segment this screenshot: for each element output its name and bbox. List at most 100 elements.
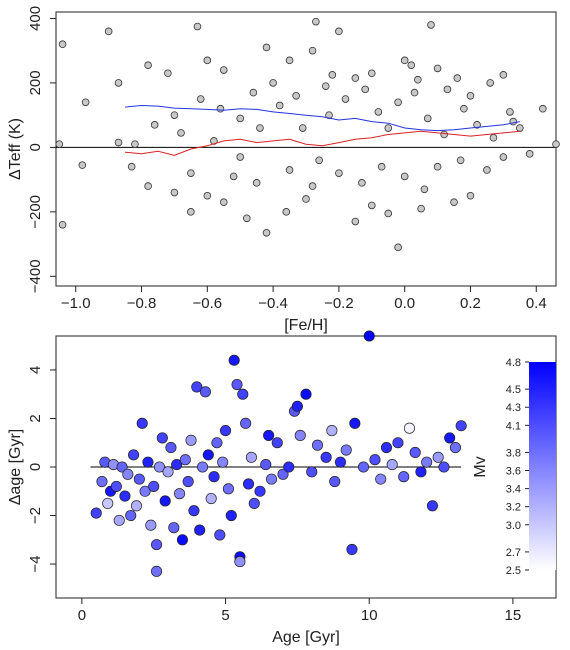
data-point xyxy=(81,98,90,107)
data-point xyxy=(516,124,524,132)
data-point xyxy=(262,43,271,52)
data-point xyxy=(177,129,185,137)
data-point xyxy=(187,208,195,216)
data-point xyxy=(499,153,508,161)
data-point xyxy=(427,21,435,29)
data-point xyxy=(162,466,174,478)
x-tick-label: −0.6 xyxy=(193,295,223,312)
data-point xyxy=(256,124,264,132)
data-point xyxy=(142,456,154,468)
data-point xyxy=(415,466,427,478)
data-point xyxy=(242,478,255,490)
data-point xyxy=(432,451,444,463)
x-tick-label: 0.4 xyxy=(526,295,547,312)
y-tick-label: 200 xyxy=(27,70,44,95)
data-point xyxy=(369,454,381,466)
y-tick-label: 0 xyxy=(27,143,44,151)
data-point xyxy=(133,473,145,485)
data-point xyxy=(335,27,343,36)
data-point xyxy=(188,505,200,517)
data-point xyxy=(486,79,495,87)
data-point xyxy=(326,425,338,437)
data-point xyxy=(414,75,422,84)
data-point xyxy=(453,74,462,82)
colorbar-tick-label: 4.1 xyxy=(506,420,521,432)
data-point xyxy=(151,539,163,551)
data-point xyxy=(282,208,291,216)
data-point xyxy=(197,461,209,473)
data-point xyxy=(426,500,438,512)
data-point xyxy=(407,61,416,69)
data-point xyxy=(174,488,186,500)
data-point xyxy=(509,117,518,126)
data-point xyxy=(386,459,398,471)
data-point xyxy=(349,417,361,429)
data-point xyxy=(159,495,171,507)
data-point xyxy=(114,79,123,87)
data-point xyxy=(231,378,243,391)
data-point xyxy=(225,509,237,522)
data-point xyxy=(315,156,323,165)
x-tick-label: 5 xyxy=(221,607,229,624)
data-point xyxy=(236,114,245,123)
data-point xyxy=(340,444,352,456)
data-point xyxy=(466,191,475,200)
data-point xyxy=(128,449,140,461)
data-point xyxy=(400,172,409,181)
data-point xyxy=(380,442,393,454)
data-point xyxy=(153,461,165,473)
data-point xyxy=(102,497,114,509)
data-point xyxy=(113,514,125,526)
data-point xyxy=(328,71,337,79)
data-point xyxy=(423,114,432,123)
data-point xyxy=(182,476,194,488)
data-point xyxy=(78,161,87,169)
data-point xyxy=(456,156,465,165)
data-point xyxy=(335,169,343,177)
x-tick-label: −0.4 xyxy=(258,295,288,312)
data-point xyxy=(262,229,271,237)
x-tick-label: 0.2 xyxy=(460,295,481,312)
data-point xyxy=(168,522,180,534)
data-point xyxy=(263,429,275,442)
colorbar-tick-label: 4.8 xyxy=(506,357,521,369)
x-tick-label: 10 xyxy=(361,607,378,624)
data-point xyxy=(308,46,317,55)
data-point xyxy=(219,66,228,74)
data-point xyxy=(283,461,295,473)
x-axis-title: [Fe/H] xyxy=(284,317,328,334)
data-point xyxy=(409,446,421,458)
data-point xyxy=(410,88,419,97)
y-tick-label: 4 xyxy=(27,366,44,374)
data-point xyxy=(170,111,179,119)
blue-trend-line xyxy=(125,104,520,132)
data-point xyxy=(144,182,152,190)
data-point xyxy=(151,565,163,577)
data-point xyxy=(228,354,240,366)
data-point xyxy=(219,198,228,206)
data-point xyxy=(187,169,195,177)
data-point xyxy=(58,40,67,49)
data-point xyxy=(329,476,341,488)
data-point xyxy=(394,98,402,107)
data-point xyxy=(196,95,205,103)
y-tick-label: 2 xyxy=(27,414,44,422)
data-point xyxy=(455,420,467,432)
age-vs-dage-panel: 0 5 10 15 −4 −2 0 2 4 Age [Gyr] Δage [Gyr] 2.5 2.7 3.… xyxy=(7,330,557,646)
data-point xyxy=(440,130,448,139)
data-point xyxy=(119,490,131,502)
data-point xyxy=(214,529,226,541)
data-point xyxy=(240,417,252,429)
data-point xyxy=(217,456,229,468)
y-tick-label: −4 xyxy=(27,555,44,572)
data-point xyxy=(254,485,266,497)
data-point xyxy=(473,121,481,129)
data-point xyxy=(358,179,366,187)
colorbar-tick-label: 3.2 xyxy=(506,502,521,514)
data-point xyxy=(150,121,159,129)
data-point xyxy=(311,439,324,451)
data-point xyxy=(110,480,122,492)
data-point xyxy=(222,483,234,495)
data-point xyxy=(334,456,347,468)
